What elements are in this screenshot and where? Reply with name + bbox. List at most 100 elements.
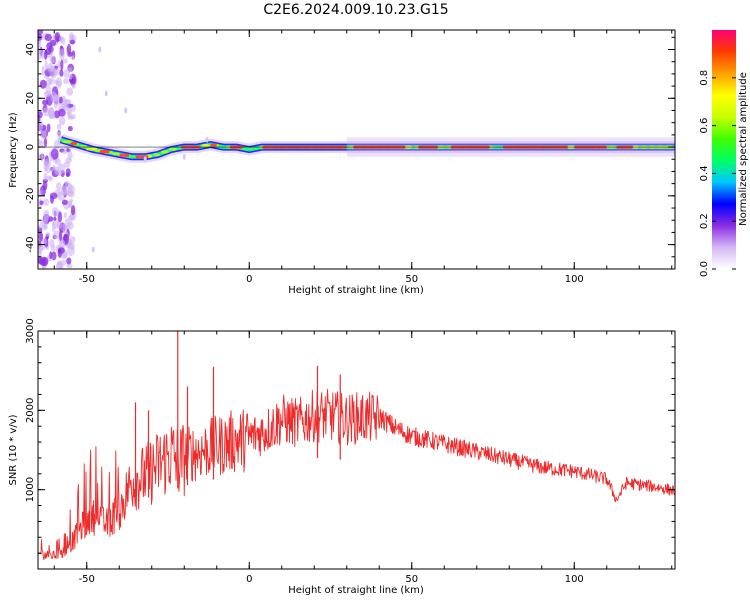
ridge-blob [201,143,210,148]
noise-speckle [38,224,41,230]
ridge-hot-segment [70,142,77,146]
spectrogram-ylabel: Frequency (Hz) [8,112,19,188]
spectrogram-xlabel: Height of straight line (km) [288,285,424,296]
noise-speckle [62,222,67,234]
noise-speckle [63,234,67,243]
noise-speckle [39,79,47,89]
ridge-blob [85,147,98,151]
ridge-hot-segment [119,153,130,157]
ridge-blob [61,140,73,144]
ridge-hot-segment [99,150,110,154]
noise-speckle [43,172,48,181]
noise-speckle [59,230,63,242]
noise-speckle [38,243,46,251]
noise-speckle [124,107,128,114]
noise-speckle [45,232,51,237]
spectrogram-axes: -50 0 50 100 -40 -20 0 20 40 [25,30,675,285]
noise-speckle [49,251,53,260]
y-tick-label: 40 [25,43,36,56]
noise-speckle [38,249,42,257]
noise-speckle [46,175,52,180]
noise-speckle [59,48,65,61]
y-tick-label: 20 [25,92,36,105]
colorbar-ticks: 0.0 0.2 0.4 0.6 0.8 [699,70,736,277]
noise-speckle [49,55,57,64]
ridge-blob [79,145,88,149]
noise-speckle [42,180,48,191]
x-tick-label: -50 [79,574,95,585]
noise-speckle [46,123,51,133]
ridge-blob [240,147,252,151]
x-tick-label: 100 [565,274,584,285]
noise-speckle [43,198,50,206]
noise-speckle [71,83,76,90]
noise-speckle [44,33,52,42]
noise-speckle [54,79,59,85]
noise-speckle [48,78,55,85]
x-tick-label: 0 [246,574,252,585]
y-tick-label: 0 [25,144,36,150]
noise-speckle [56,220,63,229]
noise-speckle [40,153,44,162]
noise-speckle [58,262,63,269]
noise-speckle [65,172,70,177]
noise-speckle [51,221,56,233]
noise-speckle [43,137,48,148]
noise-speckle [49,39,57,47]
noise-speckle [42,99,49,106]
noise-speckle [182,153,186,160]
noise-speckle [65,157,72,164]
x-tick-label: -50 [79,274,95,285]
noise-speckle [53,216,57,221]
noise-speckle [67,185,75,195]
colorbar-tick-label: 0.4 [699,165,710,181]
noise-speckle [45,85,52,97]
colorbar-tick-label: 0.2 [699,213,710,229]
noise-speckle [60,59,64,71]
ridge-blob [168,147,178,151]
noise-speckle [67,244,75,256]
snr-xlabel: Height of straight line (km) [288,585,424,596]
noise-speckle [42,107,50,117]
noise-speckle [66,87,74,96]
noise-speckle [40,139,44,148]
noise-speckle [57,211,63,223]
noise-speckle [58,116,66,126]
noise-speckle [70,55,75,60]
noise-speckle [66,43,72,55]
noise-speckle [68,222,74,230]
noise-speckle [47,62,54,73]
snr-plot-area [38,331,675,561]
noise-speckle [38,119,44,131]
y-tick-label: 2000 [25,398,36,423]
noise-speckle [69,73,73,80]
snr-axes: -50 0 50 100 1000 2000 3000 [25,318,675,585]
noise-speckle [59,239,66,248]
noise-speckle [52,94,60,104]
noise-speckle [41,237,47,245]
noise-speckle [43,159,52,168]
spectrogram-heatmap [38,30,675,269]
noise-speckle [44,49,48,60]
noise-speckle [69,39,76,45]
noise-speckle [51,251,57,261]
noise-speckle [205,136,209,143]
spectrogram-panel: -50 0 50 100 -40 -20 0 20 40 Height of straight … [8,29,676,296]
noise-speckle [57,60,61,67]
noise-speckle [57,130,61,143]
noise-speckle [54,102,58,109]
noise-speckle [57,248,62,258]
colorbar: 0.0 0.2 0.4 0.6 0.8 Normalized spectral ampl… [699,30,749,277]
noise-speckle [38,189,43,196]
noise-speckle [58,96,63,104]
noise-speckle [50,244,56,252]
colorbar-tick-label: 0.8 [699,70,710,86]
y-tick-label: -40 [25,236,36,252]
noise-speckle [50,195,54,204]
noise-speckle [70,205,76,216]
noise-speckle [53,67,61,76]
colorbar-tick-label: 0.0 [699,261,710,277]
noise-speckle [56,123,62,130]
noise-speckle [62,150,68,155]
noise-speckle [63,69,70,78]
